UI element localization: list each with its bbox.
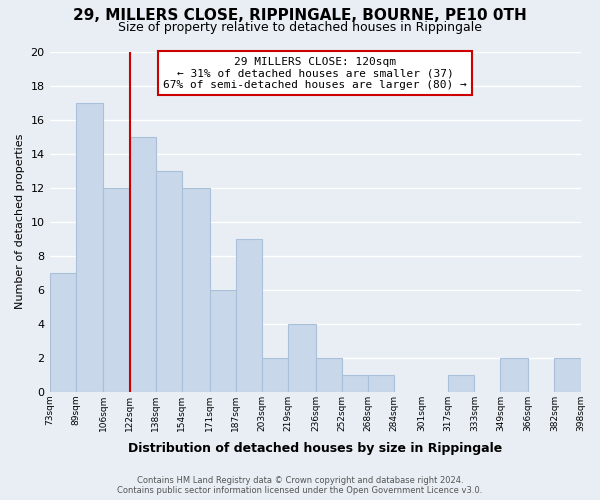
Bar <box>262 358 288 392</box>
Bar <box>236 238 262 392</box>
Bar <box>103 188 130 392</box>
Bar <box>448 374 475 392</box>
X-axis label: Distribution of detached houses by size in Rippingale: Distribution of detached houses by size … <box>128 442 502 455</box>
Text: Size of property relative to detached houses in Rippingale: Size of property relative to detached ho… <box>118 21 482 34</box>
Bar <box>342 374 368 392</box>
Y-axis label: Number of detached properties: Number of detached properties <box>15 134 25 310</box>
Text: Contains HM Land Registry data © Crown copyright and database right 2024.
Contai: Contains HM Land Registry data © Crown c… <box>118 476 482 495</box>
Bar <box>156 170 182 392</box>
Text: 29 MILLERS CLOSE: 120sqm
← 31% of detached houses are smaller (37)
67% of semi-d: 29 MILLERS CLOSE: 120sqm ← 31% of detach… <box>163 56 467 90</box>
Bar <box>500 358 528 392</box>
Bar <box>76 102 103 392</box>
Bar <box>182 188 209 392</box>
Bar <box>50 272 76 392</box>
Bar <box>209 290 236 392</box>
Bar <box>130 136 156 392</box>
Bar <box>316 358 342 392</box>
Bar <box>368 374 394 392</box>
Bar <box>554 358 581 392</box>
Bar <box>288 324 316 392</box>
Text: 29, MILLERS CLOSE, RIPPINGALE, BOURNE, PE10 0TH: 29, MILLERS CLOSE, RIPPINGALE, BOURNE, P… <box>73 8 527 22</box>
